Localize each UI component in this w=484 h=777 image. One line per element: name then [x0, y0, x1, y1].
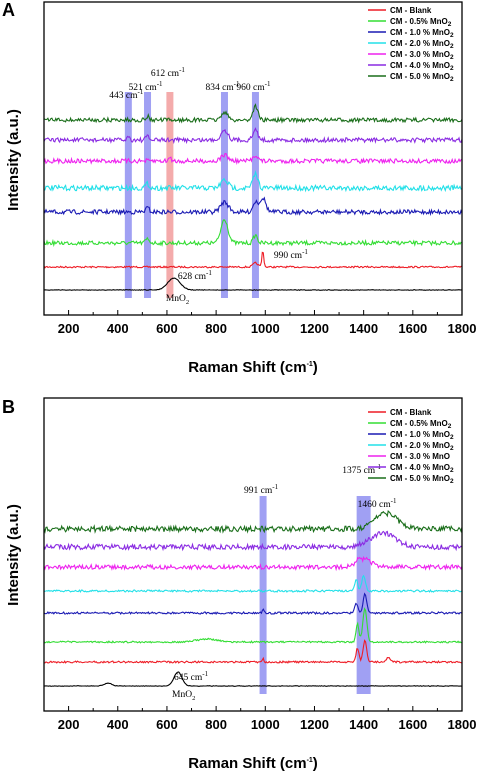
x-tick-label: 800 — [205, 321, 227, 336]
band-label: 991 cm-1 — [244, 483, 279, 496]
legend-entry: CM - 4.0 % MnO2 — [390, 61, 454, 72]
panel-b-traces — [43, 510, 463, 687]
band-label: 443 cm-1 — [109, 88, 144, 101]
panel-b-x-ticks: 200 400 600 800 1000 1200 1400 1600 1800 — [58, 706, 477, 732]
panel-a-annotations: 990 cm-1 628 cm-1 MnO2 — [166, 248, 309, 306]
legend-entry: CM - 3.0 % MnO2 — [390, 50, 454, 61]
x-tick-label: 1800 — [448, 717, 477, 732]
series-line — [43, 196, 463, 217]
legend-entry: CM - 0.5% MnO2 — [390, 419, 452, 430]
highlight-band — [259, 496, 267, 694]
panel-a-y-axis-label: Intensity (a.u.) — [5, 109, 22, 211]
x-tick-label: 600 — [156, 321, 178, 336]
reference-line — [43, 277, 462, 291]
peak-annotation: 1460 cm-1 — [358, 497, 397, 510]
x-tick-label: 1000 — [251, 321, 280, 336]
highlight-band — [220, 92, 228, 298]
highlight-band — [124, 92, 132, 298]
highlight-band — [144, 92, 152, 298]
legend-entry: CM - Blank — [390, 6, 432, 15]
series-line — [43, 510, 463, 534]
band-label: 1375 cm-1 — [342, 463, 381, 476]
x-tick-label: 1200 — [300, 717, 329, 732]
x-tick-label: 1400 — [349, 321, 378, 336]
legend-entry: CM - 2.0 % MnO2 — [390, 39, 454, 50]
band-label: 834 cm-1 — [205, 80, 240, 93]
panel-b-label: B — [2, 397, 15, 417]
x-tick-label: 600 — [156, 717, 178, 732]
peak-annotation: 628 cm-1 — [178, 269, 213, 282]
panel-a-plot-frame — [43, 1, 463, 316]
x-tick-label: 1600 — [398, 321, 427, 336]
band-label: 960 cm-1 — [236, 80, 271, 93]
highlight-band — [251, 92, 259, 298]
series-line — [43, 152, 463, 165]
x-tick-label: 400 — [107, 321, 129, 336]
series-line — [43, 170, 463, 193]
panel-a-label: A — [2, 0, 15, 20]
series-line — [43, 251, 463, 269]
band-label: 612 cm-1 — [151, 66, 186, 79]
legend-entry: CM - 3.0 % MnO — [390, 452, 450, 461]
panel-a-x-ticks: 200 400 600 800 1000 1200 1400 1600 1800 — [58, 310, 477, 336]
series-line — [43, 592, 463, 616]
panel-b-plot-frame — [43, 397, 463, 712]
panel-b: B 991 cm-1 1375 cm-1 200 400 600 800 1000 1200… — [2, 397, 477, 772]
legend-entry: CM - 4.0 % MnO2 — [390, 463, 454, 474]
series-line — [43, 127, 463, 145]
series-line — [43, 555, 463, 572]
legend-entry: CM - 5.0 % MnO2 — [390, 72, 454, 83]
legend-entry: CM - 2.0 % MnO2 — [390, 441, 454, 452]
x-tick-label: 1000 — [251, 717, 280, 732]
panel-a-traces — [43, 103, 463, 291]
series-line — [43, 607, 463, 644]
panel-a-x-axis-label: Raman Shift (cm-1) — [188, 359, 318, 376]
x-tick-label: 1800 — [448, 321, 477, 336]
x-tick-label: 400 — [107, 717, 129, 732]
x-tick-label: 1400 — [349, 717, 378, 732]
series-line — [43, 639, 463, 664]
legend-entry: CM - 1.0 % MnO2 — [390, 28, 454, 39]
x-tick-label: 200 — [58, 717, 80, 732]
peak-annotation: 990 cm-1 — [274, 248, 309, 261]
legend-entry: CM - 0.5% MnO2 — [390, 17, 452, 28]
legend-entry: CM - 5.0 % MnO2 — [390, 474, 454, 485]
x-tick-label: 1200 — [300, 321, 329, 336]
reference-line — [43, 671, 463, 687]
series-line — [43, 103, 463, 124]
panel-b-annotations: 645 cm-1 1460 cm-1 MnO2 — [172, 497, 397, 702]
reference-label: MnO2 — [166, 294, 189, 306]
series-line — [43, 574, 463, 594]
x-tick-label: 800 — [205, 717, 227, 732]
panel-b-x-axis-label: Raman Shift (cm-1) — [188, 755, 318, 772]
legend-entry: CM - Blank — [390, 408, 432, 417]
peak-annotation: 645 cm-1 — [174, 670, 209, 683]
band-label: 521 cm-1 — [128, 80, 163, 93]
reference-label: MnO2 — [172, 690, 195, 702]
panel-b-y-axis-label: Intensity (a.u.) — [5, 504, 22, 606]
series-line — [43, 530, 463, 552]
x-tick-label: 200 — [58, 321, 80, 336]
legend-entry: CM - 1.0 % MnO2 — [390, 430, 454, 441]
highlight-band — [166, 92, 174, 298]
x-tick-label: 1600 — [398, 717, 427, 732]
series-line — [43, 218, 463, 248]
